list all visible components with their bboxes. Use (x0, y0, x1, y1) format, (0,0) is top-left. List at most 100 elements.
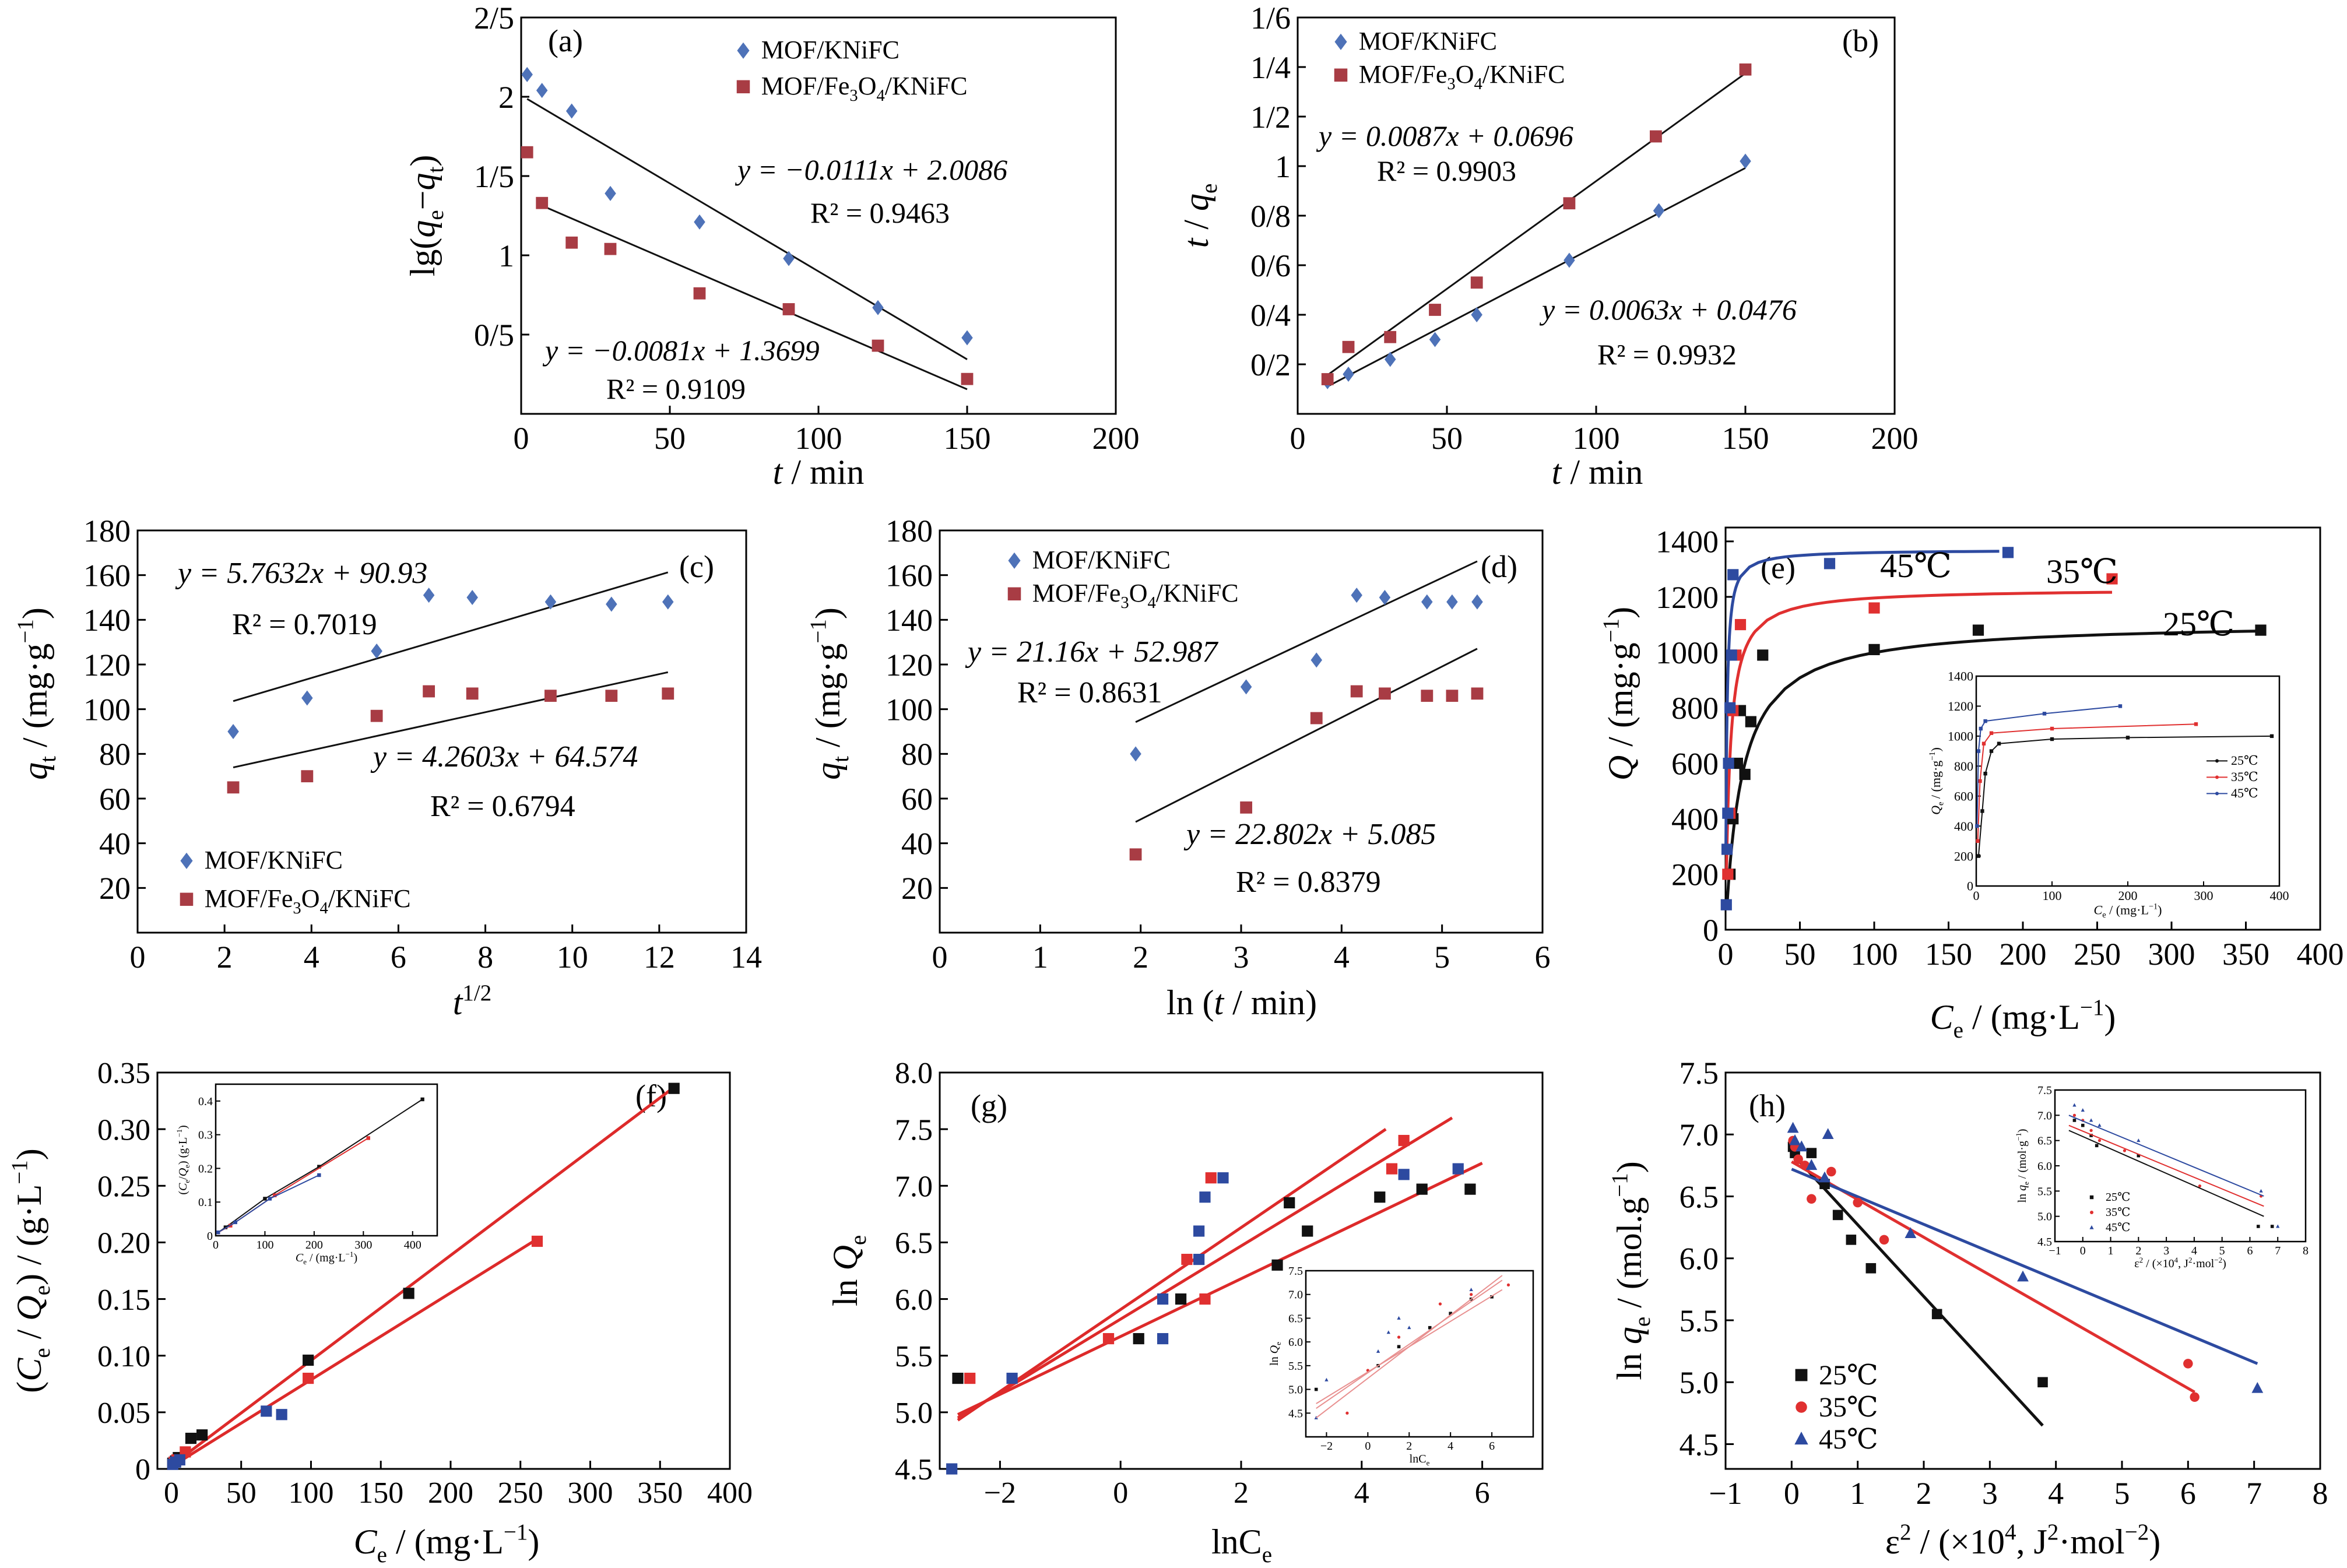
data-point (1342, 340, 1355, 353)
data-point (1157, 1293, 1169, 1305)
x-axis-label: lnCe (1211, 1523, 1272, 1567)
y-tick-label: 2 (498, 80, 514, 115)
inset-x-tick-label: 1 (2108, 1244, 2114, 1257)
inset-y-tick-label: 1200 (1948, 699, 1973, 713)
y-tick-label: 0.15 (97, 1284, 150, 1317)
inset-data-point (1470, 1293, 1473, 1296)
y-tick-label: 0/4 (1250, 298, 1291, 333)
inset-data-point (2194, 722, 2198, 726)
inset-data-point (1428, 1326, 1432, 1330)
data-point (536, 196, 549, 209)
legend-label: MOF/Fe3O4/KNiFC (761, 72, 968, 105)
data-point (662, 594, 674, 610)
y-tick-label: 160 (886, 558, 933, 593)
inset-data-point (2089, 1118, 2093, 1122)
inset-data-point (2097, 1123, 2102, 1127)
inset-x-tick-label: 2 (2135, 1244, 2141, 1257)
x-tick-label: 50 (226, 1476, 257, 1510)
data-point (1796, 1140, 1808, 1152)
inset-x-tick-label: 6 (2247, 1244, 2253, 1257)
data-point (1724, 702, 1736, 713)
data-point (1722, 807, 1734, 819)
data-point (1563, 197, 1576, 210)
data-point (1379, 687, 1391, 700)
data-point (1727, 569, 1739, 581)
data-point (1429, 304, 1441, 316)
legend-marker (1795, 1369, 1808, 1381)
x-tick-label: 200 (428, 1476, 473, 1510)
data-point (1807, 1194, 1817, 1204)
inset-frame (2054, 1089, 2307, 1243)
data-point (1868, 602, 1880, 614)
inset-data-point (1324, 1377, 1329, 1381)
inset-x-axis-label: Ce / (mg·L−1) (296, 1250, 357, 1266)
data-point (403, 1288, 414, 1299)
fit-equation: y = 0.0087x + 0.0696 (1316, 119, 1573, 152)
x-tick-label: 8 (477, 940, 493, 975)
inset-data-point (233, 1220, 237, 1225)
panel-label: (a) (548, 23, 583, 58)
inset-data-point (2276, 1224, 2280, 1228)
data-point (1240, 801, 1253, 814)
data-point (961, 330, 973, 346)
x-axis-label: t / min (1552, 453, 1643, 491)
data-point (1421, 594, 1433, 610)
inset-legend-marker (2089, 1225, 2094, 1229)
inset-frame (1975, 675, 2281, 887)
data-point (2106, 573, 2118, 585)
inset-data-point (268, 1197, 272, 1201)
legend-marker (737, 42, 750, 59)
x-tick-label: 250 (498, 1476, 543, 1510)
inset-y-tick-label: 0 (1967, 879, 1973, 894)
data-point (1723, 757, 1734, 769)
y-axis-label: lg(qe−qt) (403, 155, 448, 277)
inset-y-axis-label: (Ce/Qe) (g·L−1) (175, 1125, 191, 1194)
y-tick-label: 6.5 (1680, 1179, 1719, 1214)
x-tick-label: 300 (567, 1476, 613, 1510)
fit-equation: y = −0.0111x + 2.0086 (735, 153, 1007, 186)
data-point (370, 709, 383, 722)
legend-marker (180, 892, 194, 906)
data-point (2037, 1377, 2048, 1388)
inset-x-tick-label: 400 (404, 1239, 421, 1251)
x-tick-label: 6 (1535, 940, 1551, 975)
data-point (964, 1372, 976, 1384)
plot-frame (156, 1071, 731, 1470)
inset-y-tick-label: 0.3 (198, 1129, 213, 1142)
data-point (1720, 899, 1732, 910)
inset-y-tick-label: 7.5 (2037, 1084, 2052, 1097)
x-tick-label: 10 (557, 940, 588, 975)
legend-marker (1007, 587, 1021, 601)
inset-data-point (1975, 824, 1979, 828)
data-point (531, 1235, 543, 1247)
data-point (276, 1409, 287, 1421)
inset-data-point (263, 1197, 267, 1201)
fit-line (1327, 72, 1746, 376)
panel-h: −1 0 1 2 3 4 5 6 7 8 4.5 5.0 5.5 6.0 6.5 7.0 7.5 ε2 / (×1… (1607, 1056, 2328, 1561)
legend-label: MOF/KNiFC (1359, 27, 1497, 55)
inset-legend-label: 45℃ (2231, 786, 2258, 800)
x-tick-label: 50 (1431, 421, 1463, 456)
legend-marker (1334, 33, 1347, 50)
inset-data-point (2137, 1154, 2141, 1158)
x-tick-label: 4 (1334, 940, 1350, 975)
r-squared: R² = 0.8379 (1236, 866, 1381, 899)
panel-label: (h) (1749, 1088, 1786, 1123)
y-tick-label: 1/2 (1250, 100, 1291, 135)
data-point (693, 287, 706, 300)
y-tick-label: 200 (1671, 857, 1719, 892)
data-point (1386, 1163, 1398, 1175)
data-point (565, 103, 578, 119)
data-point (1181, 1253, 1193, 1265)
x-tick-label: 200 (1871, 421, 1919, 456)
data-point (1446, 690, 1459, 702)
inset-y-tick-label: 6.5 (2037, 1135, 2052, 1148)
y-tick-label: 0.25 (97, 1170, 150, 1203)
inset-data-point (1980, 809, 1984, 813)
x-tick-label: 150 (944, 421, 991, 456)
x-axis-label: Ce / (mg·L−1) (354, 1520, 540, 1567)
legend-label: 45℃ (1819, 1424, 1878, 1455)
data-point (2183, 1359, 2193, 1369)
inset-series-line (1976, 705, 2121, 827)
